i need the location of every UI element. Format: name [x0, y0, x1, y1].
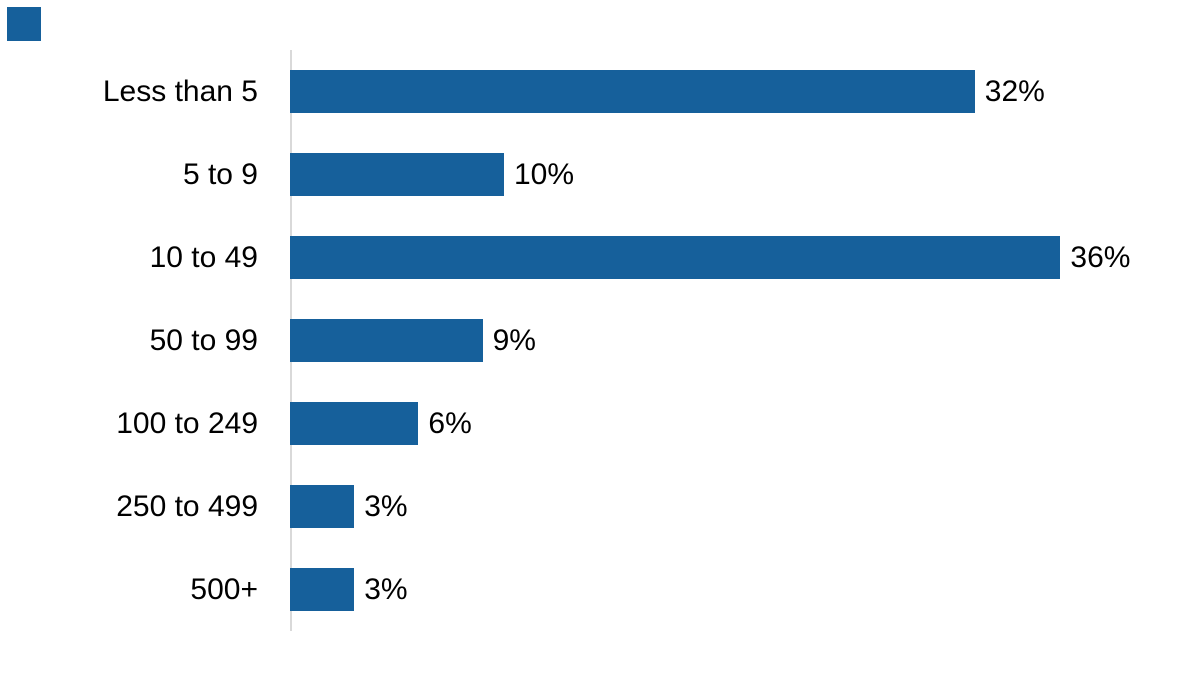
value-label: 36% [1070, 240, 1131, 274]
bar-track: 9% [290, 299, 1200, 382]
bar [290, 402, 419, 445]
bar-track: 10% [290, 133, 1200, 216]
bar-track: 6% [290, 382, 1200, 465]
bar-track: 3% [290, 548, 1200, 631]
category-label: 50 to 99 [149, 323, 258, 357]
bar-row: 5 to 9 10% [0, 133, 1200, 216]
bar-track: 32% [290, 50, 1200, 133]
value-label: 9% [492, 323, 536, 357]
bar-row: 500+ 3% [0, 548, 1200, 631]
value-label: 3% [364, 489, 408, 523]
value-label: 10% [514, 157, 575, 191]
bar-row: 50 to 99 9% [0, 299, 1200, 382]
category-label: 100 to 249 [116, 406, 258, 440]
bar-row: Less than 5 32% [0, 50, 1200, 133]
category-label: 500+ [190, 572, 258, 606]
value-label: 32% [984, 74, 1045, 108]
bar-row: 10 to 49 36% [0, 216, 1200, 299]
bar-track: 3% [290, 465, 1200, 548]
category-label: 5 to 9 [182, 157, 258, 191]
value-label: 6% [428, 406, 472, 440]
bar [290, 485, 355, 528]
bar [290, 568, 355, 611]
category-label: 250 to 499 [116, 489, 258, 523]
corner-accent-square [7, 7, 41, 41]
bar [290, 236, 1061, 279]
value-label: 3% [364, 572, 408, 606]
bar [290, 70, 975, 113]
bar-row: 100 to 249 6% [0, 382, 1200, 465]
category-label: 10 to 49 [149, 240, 258, 274]
bar-track: 36% [290, 216, 1200, 299]
bar [290, 319, 483, 362]
category-label: Less than 5 [102, 74, 258, 108]
bar-row: 250 to 499 3% [0, 465, 1200, 548]
bar [290, 153, 504, 196]
bar-rows: Less than 5 32% 5 to 9 10% 10 to 49 36% … [0, 50, 1200, 631]
